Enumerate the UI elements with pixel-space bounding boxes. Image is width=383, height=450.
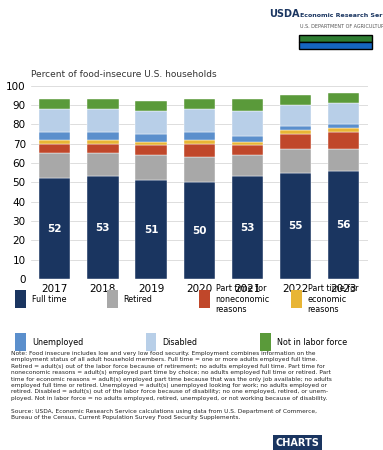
Bar bbox=[87, 132, 118, 140]
Text: Full time: Full time bbox=[32, 295, 66, 304]
Bar bbox=[87, 176, 118, 279]
Bar bbox=[135, 180, 167, 279]
Text: 51: 51 bbox=[144, 225, 158, 234]
Bar bbox=[39, 132, 70, 140]
Bar bbox=[232, 176, 263, 279]
Bar bbox=[135, 111, 167, 134]
Bar bbox=[135, 145, 167, 155]
Bar bbox=[135, 101, 167, 111]
Bar bbox=[183, 140, 215, 144]
FancyBboxPatch shape bbox=[107, 290, 118, 308]
Text: Disabled: Disabled bbox=[162, 338, 197, 347]
FancyBboxPatch shape bbox=[299, 42, 372, 49]
Bar bbox=[135, 134, 167, 142]
Text: 50: 50 bbox=[192, 225, 206, 236]
Bar bbox=[328, 93, 359, 103]
FancyBboxPatch shape bbox=[199, 290, 210, 308]
Bar bbox=[39, 109, 70, 132]
Text: 53: 53 bbox=[240, 223, 255, 233]
Bar bbox=[135, 142, 167, 145]
Bar bbox=[328, 132, 359, 149]
Text: Note: Food insecure includes low and very low food security. Employment combines: Note: Food insecure includes low and ver… bbox=[11, 351, 332, 420]
Bar bbox=[280, 126, 311, 130]
Bar bbox=[183, 144, 215, 157]
Bar bbox=[280, 134, 311, 149]
Text: Not in labor force: Not in labor force bbox=[277, 338, 347, 347]
Bar bbox=[328, 128, 359, 132]
Text: Retired: Retired bbox=[124, 295, 152, 304]
Bar bbox=[39, 99, 70, 109]
Bar bbox=[183, 157, 215, 182]
Bar bbox=[232, 142, 263, 145]
Bar bbox=[87, 99, 118, 109]
Bar bbox=[39, 144, 70, 153]
Bar bbox=[135, 155, 167, 180]
Text: NOTE: NOTE bbox=[333, 438, 363, 448]
Text: 52: 52 bbox=[47, 224, 62, 234]
Text: Unemployed: Unemployed bbox=[32, 338, 83, 347]
Text: USDA: USDA bbox=[269, 9, 300, 19]
Text: Employment status of food-insecure U.S.
households, 2017–23: Employment status of food-insecure U.S. … bbox=[10, 17, 267, 40]
Text: Part time for
economic
reasons: Part time for economic reasons bbox=[308, 284, 358, 314]
Text: Economic Research Service: Economic Research Service bbox=[300, 13, 383, 18]
Bar bbox=[280, 105, 311, 126]
Bar bbox=[87, 153, 118, 176]
Text: 56: 56 bbox=[336, 220, 351, 230]
Text: 53: 53 bbox=[96, 223, 110, 233]
Bar bbox=[280, 172, 311, 279]
Text: U.S. DEPARTMENT OF AGRICULTURE: U.S. DEPARTMENT OF AGRICULTURE bbox=[300, 24, 383, 30]
Bar bbox=[280, 149, 311, 172]
Bar bbox=[328, 171, 359, 279]
Bar bbox=[232, 111, 263, 136]
Text: Percent of food-insecure U.S. households: Percent of food-insecure U.S. households bbox=[31, 70, 216, 79]
FancyBboxPatch shape bbox=[260, 333, 271, 351]
Bar bbox=[328, 149, 359, 171]
Text: 55: 55 bbox=[288, 221, 303, 231]
Bar bbox=[328, 103, 359, 124]
Bar bbox=[39, 140, 70, 144]
Bar bbox=[232, 145, 263, 155]
FancyBboxPatch shape bbox=[146, 333, 156, 351]
Bar bbox=[183, 109, 215, 132]
Bar bbox=[183, 182, 215, 279]
Text: Part time for
noneconomic
reasons: Part time for noneconomic reasons bbox=[216, 284, 270, 314]
Text: CHARTS: CHARTS bbox=[276, 438, 320, 448]
Bar bbox=[39, 178, 70, 279]
FancyBboxPatch shape bbox=[15, 333, 26, 351]
Bar bbox=[87, 144, 118, 153]
Bar bbox=[183, 132, 215, 140]
FancyBboxPatch shape bbox=[291, 290, 302, 308]
Bar bbox=[328, 124, 359, 128]
Bar bbox=[183, 99, 215, 109]
Bar bbox=[87, 140, 118, 144]
Bar bbox=[232, 155, 263, 176]
FancyBboxPatch shape bbox=[299, 36, 372, 42]
Bar bbox=[280, 95, 311, 105]
Bar bbox=[232, 136, 263, 142]
FancyBboxPatch shape bbox=[15, 290, 26, 308]
Bar bbox=[280, 130, 311, 134]
Bar bbox=[232, 99, 263, 111]
Bar bbox=[39, 153, 70, 178]
Bar bbox=[87, 109, 118, 132]
